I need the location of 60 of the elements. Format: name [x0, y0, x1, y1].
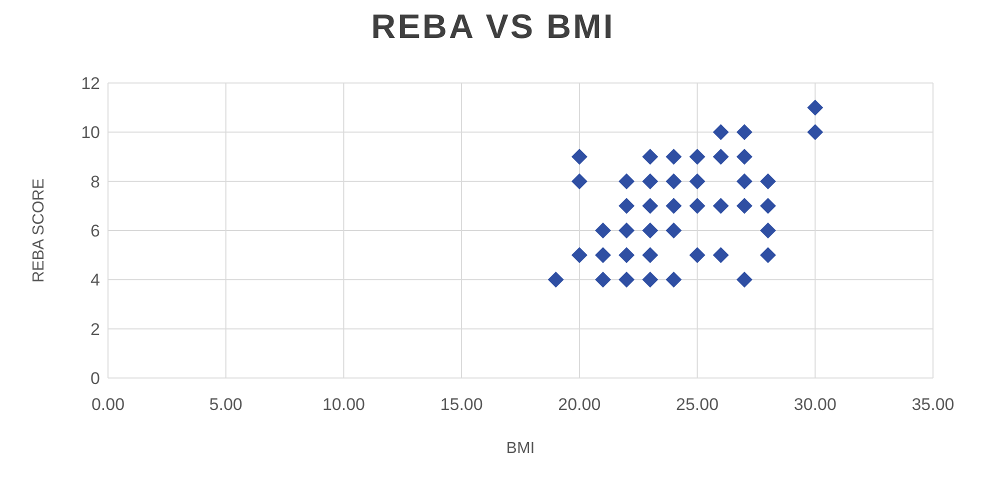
x-tick-label: 15.00 — [440, 395, 483, 414]
x-tick-label: 20.00 — [558, 395, 601, 414]
point — [760, 173, 776, 190]
x-tick-label: 25.00 — [676, 395, 719, 414]
y-tick-label: 0 — [90, 369, 100, 388]
point — [642, 272, 658, 288]
y-axis-title: REBA SCORE — [30, 178, 48, 283]
point — [712, 148, 729, 165]
point — [689, 198, 706, 214]
point — [642, 198, 658, 214]
point — [618, 198, 635, 214]
x-tick-label: 5.00 — [209, 395, 242, 414]
x-tick-label: 10.00 — [322, 395, 365, 414]
point — [736, 272, 752, 288]
chart-title: REBA VS BMI — [370, 8, 616, 48]
point — [760, 198, 776, 214]
point — [666, 148, 682, 165]
point — [736, 148, 752, 165]
point — [666, 272, 682, 288]
point — [642, 148, 658, 165]
point — [618, 247, 635, 264]
point — [736, 124, 752, 140]
point — [618, 272, 635, 288]
x-tick-label: 35.00 — [912, 395, 954, 414]
point — [760, 247, 776, 264]
x-tick-label: 30.00 — [794, 395, 836, 414]
point — [712, 124, 729, 140]
y-tick-label: 10 — [81, 123, 100, 142]
point — [807, 124, 824, 140]
x-tick-label: 0.00 — [91, 395, 125, 414]
point — [712, 247, 729, 264]
point — [548, 272, 564, 288]
point — [666, 222, 682, 238]
point — [618, 222, 635, 238]
y-tick-label: 4 — [90, 270, 100, 290]
point — [689, 247, 706, 264]
point — [689, 148, 706, 165]
point — [571, 173, 588, 190]
x-axis-title: BMI — [506, 440, 535, 457]
point — [642, 173, 658, 190]
point — [642, 247, 658, 264]
point — [642, 222, 658, 238]
point — [689, 173, 706, 190]
point — [595, 247, 611, 264]
y-tick-label: 12 — [81, 74, 100, 94]
point — [618, 173, 635, 190]
y-tick-label: 6 — [90, 222, 100, 241]
point — [595, 222, 611, 238]
point — [595, 272, 611, 288]
point — [736, 198, 752, 214]
point — [760, 222, 776, 238]
point — [666, 198, 682, 214]
point — [736, 173, 752, 190]
point — [571, 148, 588, 165]
y-tick-label: 2 — [90, 320, 100, 339]
point — [807, 100, 824, 116]
point — [571, 247, 588, 264]
y-tick-label: 8 — [90, 172, 100, 192]
point — [712, 198, 729, 214]
point — [666, 173, 682, 190]
